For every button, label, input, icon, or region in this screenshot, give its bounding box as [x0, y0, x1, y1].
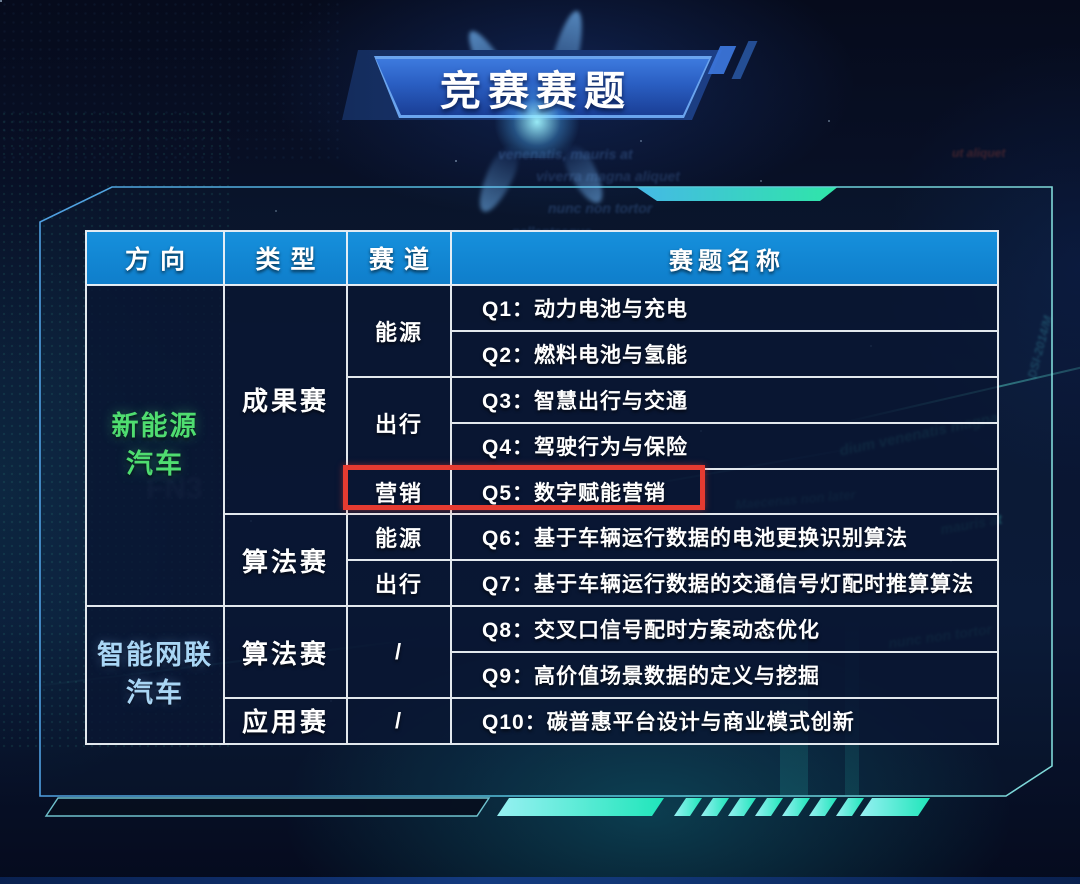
- topic-cell: Q1：动力电池与充电: [451, 285, 998, 331]
- footer-chevron: [674, 798, 702, 816]
- topic-cell: Q9：高价值场景数据的定义与挖掘: [451, 652, 998, 699]
- footer-outlined-bar: [44, 797, 491, 817]
- header-type: 类型: [224, 231, 347, 285]
- type-cell: 算法赛: [224, 514, 347, 607]
- topic-cell: Q4：驾驶行为与保险: [451, 422, 998, 469]
- footer-end-bar: [860, 798, 930, 816]
- highlight-box: [343, 465, 705, 510]
- type-cell: 算法赛: [224, 606, 347, 699]
- footer-chevron: [836, 798, 864, 816]
- footer-chevron: [809, 798, 837, 816]
- topic-cell: Q6：基于车辆运行数据的电池更换识别算法: [451, 514, 998, 561]
- dust-particles: [0, 0, 2, 2]
- direction-line: 新能源: [111, 410, 199, 441]
- header-direction: 方向: [86, 231, 224, 285]
- topic-cell: Q7：基于车辆运行数据的交通信号灯配时推算算法: [451, 560, 998, 607]
- footer-bright-bar: [497, 798, 664, 816]
- track-cell: 能源: [347, 514, 451, 561]
- track-cell: /: [347, 698, 451, 744]
- star-flare-petal: [557, 139, 611, 209]
- header-topic-name: 赛题名称: [451, 231, 998, 285]
- page-title: 竞赛赛题: [440, 68, 632, 114]
- footer-chevron: [701, 798, 729, 816]
- topic-cell: Q10：碳普惠平台设计与商业模式创新: [451, 698, 998, 744]
- footer-chevron: [728, 798, 756, 816]
- top-accent-trapezoid: [637, 187, 837, 201]
- footer-chevron: [782, 798, 810, 816]
- direction-line: 汽车: [126, 678, 184, 709]
- track-cell: 出行: [347, 560, 451, 607]
- type-cell: 成果赛: [224, 285, 347, 515]
- bg-text-fragment: ut aliquet: [952, 146, 1006, 160]
- direction-line: 智能网联: [97, 640, 213, 671]
- bg-text-fragment: DSI-2014/M: [1024, 314, 1056, 380]
- star-flare-petal: [471, 142, 525, 217]
- topic-cell: Q2：燃料电池与氢能: [451, 330, 998, 377]
- track-cell: 能源: [347, 285, 451, 377]
- bg-text-fragment: viverra magna aliquet: [536, 168, 680, 184]
- type-cell: 应用赛: [224, 698, 347, 744]
- track-cell: /: [347, 606, 451, 699]
- header-track: 赛道: [347, 231, 451, 285]
- dot-matrix-texture-top: [0, 0, 340, 160]
- direction-cell-icv: 智能网联 汽车: [86, 606, 224, 744]
- direction-line: 汽车: [126, 448, 184, 479]
- track-cell: 出行: [347, 376, 451, 469]
- topic-cell: Q8：交叉口信号配时方案动态优化: [451, 606, 998, 653]
- bg-text-fragment: nunc non tortor: [548, 200, 653, 216]
- bottom-edge-bar: [0, 877, 1080, 884]
- direction-cell-nev: 新能源 汽车: [86, 285, 224, 607]
- footer-chevron: [755, 798, 783, 816]
- topic-cell: Q3：智慧出行与交通: [451, 376, 998, 423]
- topic-cell-highlighted: Q5：数字赋能营销: [451, 468, 998, 515]
